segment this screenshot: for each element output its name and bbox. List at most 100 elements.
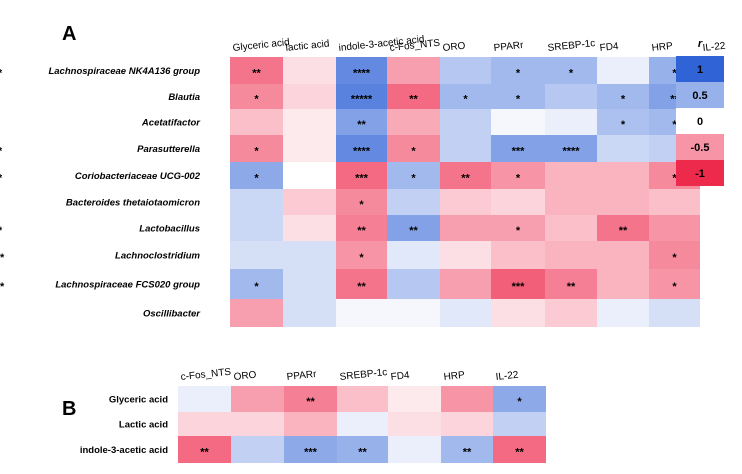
row-label: Bacteroides thetaiotaomicron [66, 198, 200, 209]
significance-stars: ** [515, 447, 524, 459]
significance-stars: **** [353, 146, 371, 158]
legend-label: 0 [697, 116, 703, 128]
heatmap-cell [440, 189, 491, 215]
column-label: IL-22 [495, 370, 519, 383]
heatmap-cell [230, 84, 283, 109]
panel-a-label: A [62, 23, 76, 45]
heatmap-cell [231, 436, 284, 463]
column-label: c-Fos_NTS [389, 38, 441, 54]
significance-stars: * [672, 119, 677, 131]
heatmap-cell [441, 386, 493, 412]
significance-stars: * [0, 68, 3, 80]
significance-stars: * [516, 94, 521, 106]
heatmap-cell [336, 241, 387, 269]
heatmap-cell [387, 57, 440, 84]
significance-stars: * [569, 68, 574, 80]
heatmap-cell [491, 299, 545, 327]
heatmap-cell [545, 109, 597, 135]
heatmap-cell [493, 436, 546, 463]
legend-label: -1 [695, 168, 705, 180]
row-label: Lachnospiraceae FCS020 group [55, 280, 200, 291]
heatmap-cell [545, 215, 597, 241]
heatmap-cell [230, 189, 283, 215]
significance-stars: * [254, 281, 259, 293]
heatmap-cell [283, 162, 336, 189]
heatmap-cell [440, 84, 491, 109]
legend-label: 1 [697, 64, 703, 76]
significance-stars: ** [357, 225, 366, 237]
heatmap-cell [230, 299, 283, 327]
heatmap-cell [387, 162, 440, 189]
heatmap-cell [649, 299, 700, 327]
column-label: Glyceric acid [232, 37, 290, 54]
heatmap-cell [283, 189, 336, 215]
legend-swatch [676, 56, 724, 82]
heatmap-cell [284, 436, 337, 463]
significance-stars: ***** [351, 94, 373, 106]
heatmap-cell [440, 215, 491, 241]
heatmap-cell [545, 135, 597, 162]
heatmap-cell [491, 57, 545, 84]
significance-stars: ** [567, 281, 576, 293]
heatmap-cell [387, 269, 440, 299]
significance-stars: ** [252, 68, 261, 80]
significance-stars: * [463, 94, 468, 106]
significance-stars: *** [355, 173, 369, 185]
significance-stars: * [359, 252, 364, 264]
significance-stars: * [672, 281, 677, 293]
heatmap-cell [545, 162, 597, 189]
legend-swatch [676, 160, 724, 186]
heatmap-cell [545, 241, 597, 269]
heatmap-cell [597, 269, 649, 299]
legend-swatch [676, 134, 724, 160]
heatmap-cell [387, 241, 440, 269]
heatmap-cell [649, 189, 700, 215]
heatmap-cell [597, 109, 649, 135]
heatmap-cell [597, 215, 649, 241]
heatmap-cell [230, 269, 283, 299]
row-label: Glyceric acid [109, 395, 168, 406]
panel-a-heatmap: **********Lachnospiraceae NK4A136 group*… [0, 34, 726, 327]
heatmap-cell [387, 189, 440, 215]
column-label: ORO [442, 41, 466, 54]
heatmap-cell [336, 215, 387, 241]
heatmap-cell [440, 162, 491, 189]
heatmap-cell [388, 386, 441, 412]
heatmap-cell [387, 135, 440, 162]
significance-stars: * [411, 146, 416, 158]
row-label: Lactic acid [119, 420, 168, 431]
heatmap-cell [493, 386, 546, 412]
legend-title: r [698, 38, 703, 50]
heatmap-cell [545, 269, 597, 299]
column-label: PPARr [286, 369, 317, 383]
heatmap-cell [230, 162, 283, 189]
heatmap-cell [283, 299, 336, 327]
significance-stars: * [621, 94, 626, 106]
heatmap-cell [336, 269, 387, 299]
heatmap-cell [597, 135, 649, 162]
heatmap-cell [440, 57, 491, 84]
heatmap-cell [597, 57, 649, 84]
significance-stars: ** [670, 94, 679, 106]
column-label: IL-22 [702, 41, 726, 54]
row-label: indole-3-acetic acid [80, 445, 168, 456]
heatmap-cell [597, 241, 649, 269]
heatmap-cell [491, 241, 545, 269]
color-legend: r 1 0.5 0 -0.5 -1 [676, 38, 724, 186]
row-label: Lachnospiraceae NK4A136 group [48, 66, 200, 77]
significance-stars: * [517, 396, 522, 408]
heatmap-cell [283, 241, 336, 269]
heatmap-cell [649, 241, 700, 269]
heatmap-cell [545, 84, 597, 109]
heatmap-cell [283, 57, 336, 84]
column-label: PPARr [493, 40, 524, 54]
heatmap-cell [387, 299, 440, 327]
heatmap-cell [284, 386, 337, 412]
significance-stars: ** [409, 94, 418, 106]
column-label: FD4 [599, 41, 619, 54]
heatmap-cell [440, 135, 491, 162]
heatmap-cell [230, 109, 283, 135]
heatmap-cell [491, 162, 545, 189]
heatmap-cell [336, 109, 387, 135]
heatmap-cell [387, 109, 440, 135]
